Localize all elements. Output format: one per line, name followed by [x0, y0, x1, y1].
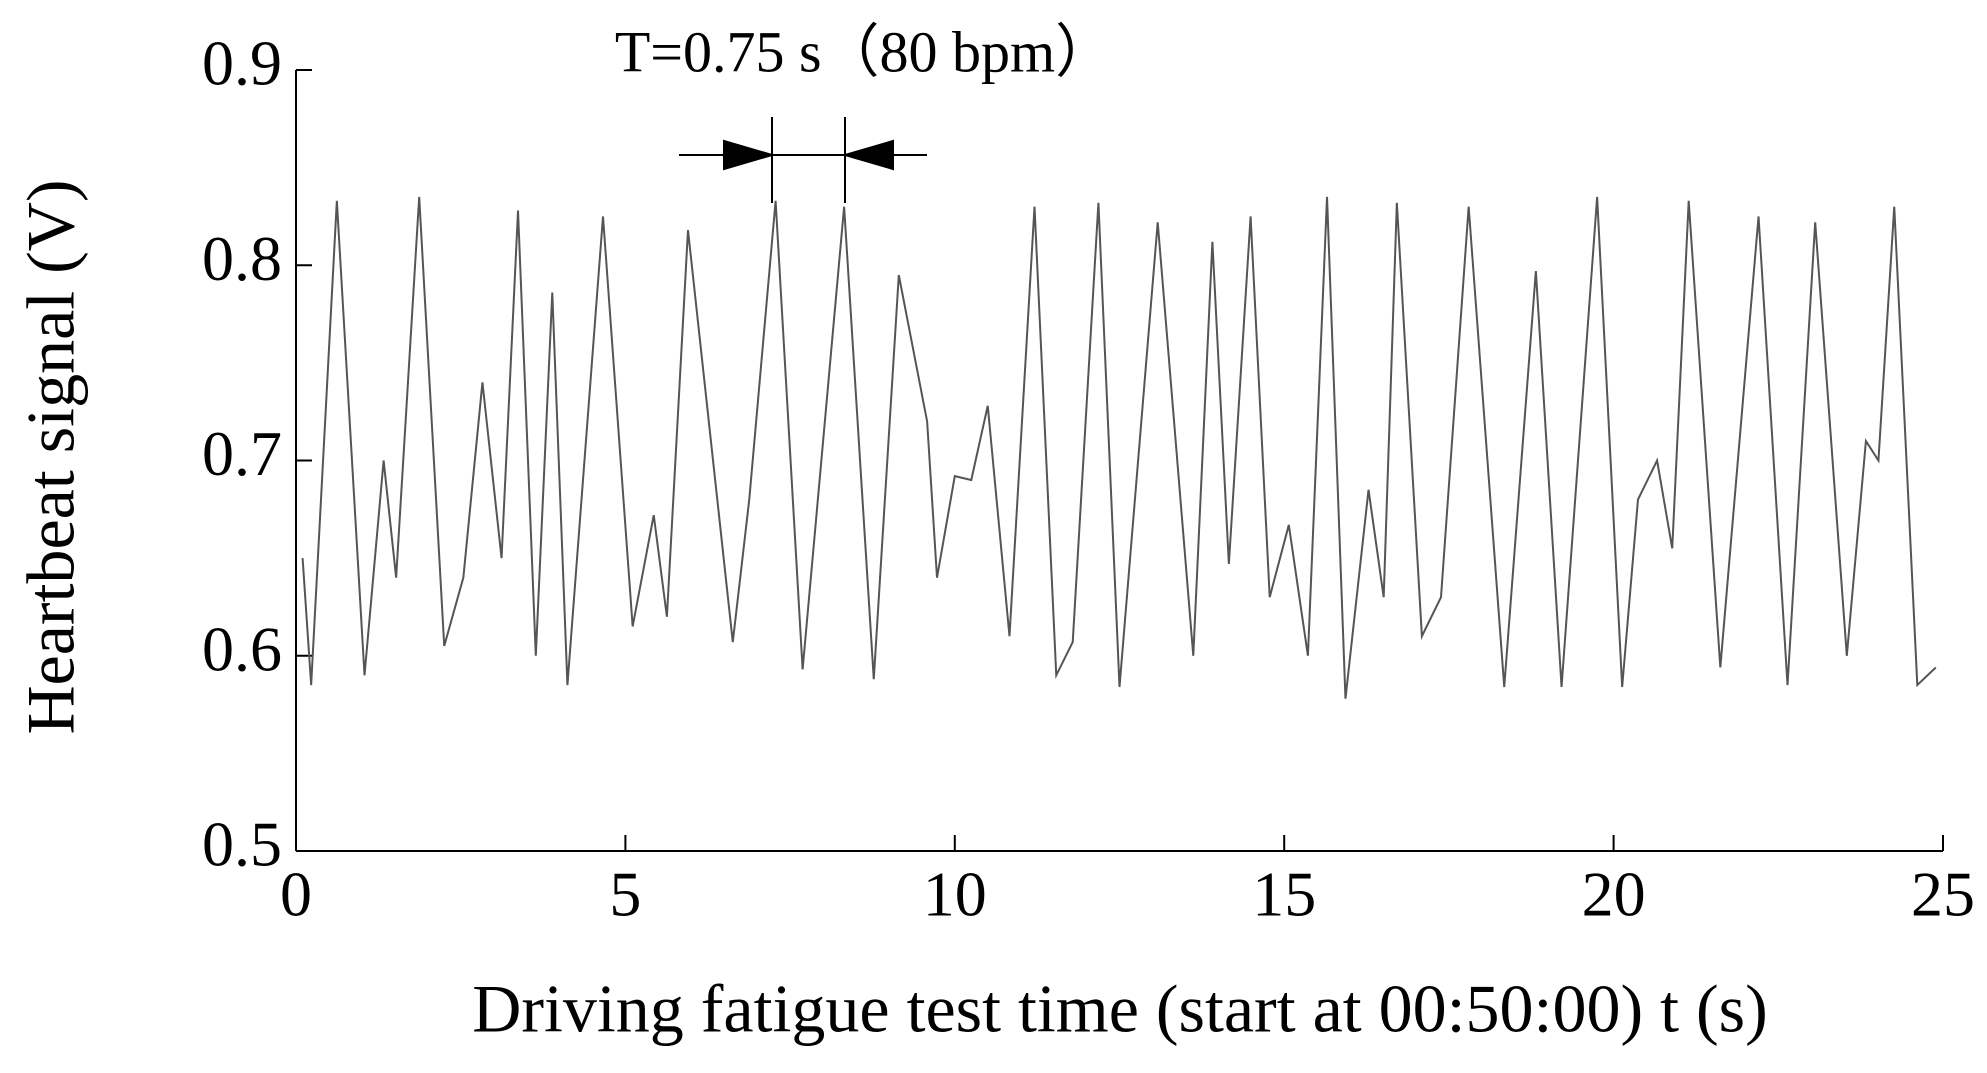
signal-line [301, 196, 1937, 699]
annotation: T=0.75 s（80 bpm） [615, 19, 1113, 84]
x-tick-label: 25 [1911, 859, 1975, 930]
y-tick-label: 0.9 [202, 28, 282, 99]
x-tick-label: 10 [923, 859, 987, 930]
arrow [841, 139, 894, 171]
y-axis-title: Heartbeat signal (V) [13, 179, 89, 734]
y-tick-label: 0.7 [202, 418, 282, 489]
x-tick-label: 20 [1582, 859, 1646, 930]
x-axis-title: Driving fatigue test time (start at 00:5… [472, 971, 1768, 1047]
y-tick-label: 0.5 [202, 809, 282, 880]
y-tick-label: 0.6 [202, 613, 282, 684]
arrow [723, 139, 776, 171]
x-tick-label: 15 [1252, 859, 1316, 930]
y-tick-label: 0.8 [202, 223, 282, 294]
period-marker [679, 117, 927, 203]
x-tick-label: 5 [609, 859, 641, 930]
x-tick-label: 0 [280, 859, 312, 930]
